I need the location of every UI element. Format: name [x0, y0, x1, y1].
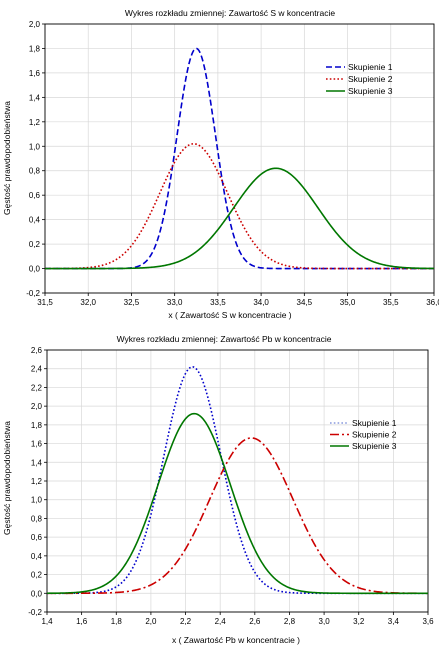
y-tick-label: 0,8 — [31, 514, 43, 523]
y-tick-label: -0,2 — [28, 608, 42, 617]
x-tick-label: 2,2 — [180, 617, 192, 626]
x-tick-label: 3,0 — [319, 617, 331, 626]
series-line — [45, 167, 435, 270]
x-tick-label: 34,5 — [297, 298, 313, 307]
y-tick-label: 1,8 — [31, 421, 43, 430]
y-tick-label: 0,8 — [29, 167, 41, 176]
x-tick-label: 33,5 — [210, 298, 226, 307]
x-tick-label: 34,0 — [253, 298, 269, 307]
y-tick-label: 1,4 — [29, 93, 41, 102]
y-tick-label: 1,6 — [29, 69, 41, 78]
y-tick-label: 1,6 — [31, 440, 43, 449]
x-tick-label: 3,6 — [422, 617, 434, 626]
series-line — [47, 437, 428, 595]
y-axis-label: Gęstość prawdopodobieństwa — [2, 421, 12, 535]
x-tick-label: 3,2 — [353, 617, 365, 626]
y-tick-label: 0,6 — [31, 533, 43, 542]
axes — [44, 23, 435, 294]
x-axis-label: x ( Zawartość S w koncentracie ) — [168, 310, 291, 320]
chart-pb-content: Wykres rozkładu zmiennej: Zawartość Pb w… — [2, 334, 434, 645]
y-tick-label: 1,0 — [29, 142, 41, 151]
legend-label: Skupienie 2 — [348, 74, 393, 84]
legend-label: Skupienie 1 — [352, 418, 397, 428]
chart-title: Wykres rozkładu zmiennej: Zawartość Pb w… — [117, 334, 332, 344]
x-ticks: 1,4 1,6 1,8 2,0 2,2 2,4 2,6 2,8 3,0 3,2 3,4 3,6 — [41, 612, 434, 626]
x-tick-label: 36,0 — [426, 298, 439, 307]
x-tick-label: 32,5 — [124, 298, 140, 307]
x-tick-label: 2,8 — [284, 617, 296, 626]
y-ticks: -0,2 0,0 0,2 0,4 0,6 0,8 1,0 1,2 1,4 1,6 1,8 2,0 2,2… — [28, 346, 47, 617]
x-tick-label: 2,6 — [249, 617, 261, 626]
y-tick-label: 2,2 — [31, 383, 43, 392]
x-tick-label: 32,0 — [80, 298, 96, 307]
y-tick-label: 2,6 — [31, 346, 43, 355]
x-axis-label: x ( Zawartość Pb w koncentracie ) — [172, 635, 300, 645]
legend-label: Skupienie 2 — [352, 430, 397, 440]
y-tick-label: 0,2 — [29, 240, 41, 249]
y-tick-label: 1,8 — [29, 44, 41, 53]
series-line — [45, 143, 434, 270]
legend-label: Skupienie 3 — [352, 441, 397, 451]
y-tick-label: 0,0 — [29, 265, 41, 274]
legend-label: Skupienie 3 — [348, 86, 393, 96]
x-tick-label: 2,0 — [145, 617, 157, 626]
x-tick-label: 31,5 — [37, 298, 53, 307]
x-tick-label: 35,5 — [383, 298, 399, 307]
y-tick-label: 1,4 — [31, 458, 43, 467]
y-tick-label: -0,2 — [26, 289, 40, 298]
x-tick-label: 3,4 — [388, 617, 400, 626]
x-tick-label: 35,0 — [340, 298, 356, 307]
y-tick-label: 1,2 — [31, 477, 43, 486]
y-tick-label: 1,0 — [31, 496, 43, 505]
curves — [45, 47, 435, 270]
legend: Skupienie 1 Skupienie 2 Skupienie 3 — [326, 62, 393, 96]
series-line — [47, 366, 428, 595]
y-tick-label: 2,4 — [31, 365, 43, 374]
y-tick-label: 0,4 — [31, 552, 43, 561]
x-tick-label: 1,4 — [41, 617, 53, 626]
legend-label: Skupienie 1 — [348, 62, 393, 72]
series-line — [47, 412, 428, 595]
curves — [47, 366, 428, 595]
y-tick-label: 0,6 — [29, 191, 41, 200]
x-tick-label: 1,8 — [111, 617, 123, 626]
y-tick-label: 0,0 — [31, 589, 43, 598]
y-axis-label: Gęstość prawdopodobieństwa — [2, 101, 12, 215]
x-tick-label: 2,4 — [215, 617, 227, 626]
x-ticks: 31,5 32,0 32,5 33,0 33,5 34,0 34,5 35,0 35,5 36,0 — [37, 293, 439, 307]
y-tick-label: 1,2 — [29, 118, 41, 127]
plot-frame — [44, 23, 435, 294]
y-ticks: -0,2 0,0 0,2 0,4 0,6 0,8 1,0 1,2 1,4 1,6 1,8 2,0 — [26, 20, 45, 298]
y-tick-label: 0,4 — [29, 216, 41, 225]
x-tick-label: 33,0 — [167, 298, 183, 307]
grid — [46, 349, 429, 613]
y-tick-label: 2,0 — [31, 402, 43, 411]
chart-s-content: Wykres rozkładu zmiennej: Zawartość S w … — [2, 8, 439, 320]
chart-title: Wykres rozkładu zmiennej: Zawartość S w … — [125, 8, 335, 18]
y-tick-label: 0,2 — [31, 571, 43, 580]
y-tick-label: 2,0 — [29, 20, 41, 29]
x-tick-label: 1,6 — [76, 617, 88, 626]
